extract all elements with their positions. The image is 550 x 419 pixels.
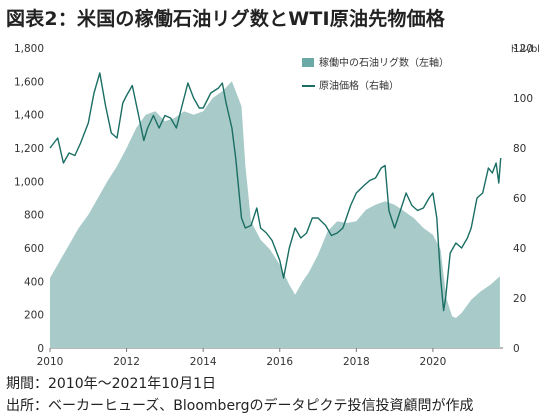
left-tick-label: 200 — [24, 310, 44, 322]
x-axis: 2010 2012 2014 2016 2018 2020 — [37, 347, 503, 368]
legend-label-oil-price: 原油価格（右軸） — [319, 79, 399, 92]
left-axis: 0 200 400 600 800 1,000 1,200 1,400 1,600 1,800 — [14, 43, 44, 355]
x-tick-label: 2020 — [420, 356, 447, 368]
right-tick-label: 0 — [513, 343, 520, 355]
left-tick-label: 1,000 — [14, 176, 44, 188]
x-tick-label: 2012 — [113, 356, 140, 368]
left-tick-label: 600 — [24, 243, 44, 255]
left-tick-label: 1,600 — [14, 76, 44, 88]
oil-price-line — [49, 72, 502, 312]
left-tick-label: 800 — [24, 210, 44, 222]
left-tick-label: 1,800 — [14, 43, 44, 55]
right-tick-label: 120 — [513, 43, 533, 55]
x-tick-label: 2016 — [266, 356, 293, 368]
legend-label-rig-count: 稼働中の石油リグ数（左軸） — [319, 56, 449, 69]
right-tick-label: 60 — [513, 193, 526, 205]
right-tick-label: 40 — [513, 243, 526, 255]
right-tick-label: 80 — [513, 143, 526, 155]
left-tick-label: 1,200 — [14, 143, 44, 155]
x-tick-label: 2010 — [37, 356, 64, 368]
left-tick-label: 0 — [37, 343, 44, 355]
legend: 稼働中の石油リグ数（左軸） 原油価格（右軸） — [302, 56, 449, 92]
right-tick-label: 100 — [513, 93, 533, 105]
right-tick-label: 20 — [513, 293, 526, 305]
legend-swatch-area — [302, 58, 314, 67]
right-axis-unit: ドル/bl — [509, 44, 540, 55]
rig-count-area — [50, 81, 500, 349]
footer-period: 期間：2010年～2021年10月1日 — [6, 376, 216, 392]
left-tick-label: 400 — [24, 276, 44, 288]
series-layer — [49, 72, 502, 349]
x-tick-label: 2014 — [190, 356, 217, 368]
left-tick-label: 1,400 — [14, 110, 44, 122]
footer-source: 出所：ベーカーヒューズ、Bloombergのデータピクテ投信投資顧問が作成 — [6, 398, 474, 414]
page-title: 図表2：米国の稼働石油リグ数とWTI原油先物価格 — [6, 8, 446, 30]
x-tick-label: 2018 — [343, 356, 370, 368]
right-axis: 0 20 40 60 80 100 120 — [513, 43, 533, 355]
